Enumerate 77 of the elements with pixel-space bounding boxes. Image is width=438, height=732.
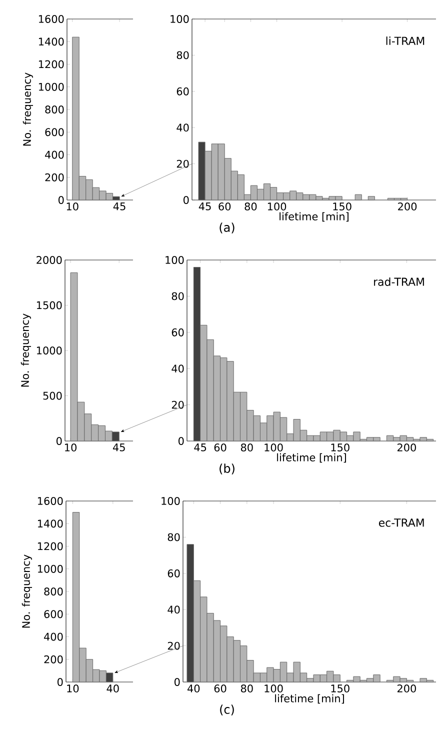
y-tick-label: 60 <box>176 87 189 96</box>
x-tick-label: 45 <box>113 202 126 210</box>
x-axis-title: lifetime [min] <box>277 453 346 463</box>
y-tick-label: 1600 <box>38 15 64 23</box>
y-tick-label: 0 <box>178 437 184 445</box>
x-tick-label: 200 <box>398 202 417 210</box>
y-tick-label: 800 <box>44 588 63 596</box>
y-tick-label: 100 <box>166 256 184 264</box>
y-tick-label: 40 <box>168 606 180 614</box>
y-tick-label: 1200 <box>38 542 63 550</box>
y-tick-label: 200 <box>45 173 64 182</box>
y-tick-label: 1400 <box>38 520 63 528</box>
y-tick-label: 0 <box>58 678 63 686</box>
x-tick-label: 100 <box>264 444 283 452</box>
x-tick-label: 10 <box>66 202 78 210</box>
x-tick-label: 80 <box>244 202 257 210</box>
y-tick-label: 1400 <box>38 38 64 46</box>
y-tick-label: 60 <box>172 328 184 336</box>
text: li-TRAM <box>386 36 424 45</box>
y-tick-label: 1000 <box>38 82 64 91</box>
x-tick-label: 60 <box>218 202 231 210</box>
x-tick-label: 40 <box>106 684 119 692</box>
y-tick-label: 80 <box>168 533 180 542</box>
y-tick-label: 20 <box>172 400 184 409</box>
text: (c) <box>220 704 234 716</box>
x-tick-label: 45 <box>194 444 206 452</box>
x-axis-title: lifetime [min] <box>280 212 348 222</box>
y-tick-label: 200 <box>44 655 63 664</box>
x-tick-label: 45 <box>198 202 211 210</box>
y-tick-label: 600 <box>45 128 64 136</box>
y-tick-label: 1000 <box>38 564 63 573</box>
y-tick-label: 40 <box>172 364 184 373</box>
y-tick-label: 80 <box>172 292 184 300</box>
y-tick-label: 800 <box>45 106 64 114</box>
x-tick-label: 60 <box>214 684 226 692</box>
y-tick-label: 0 <box>56 437 62 445</box>
y-axis-title: No. frequency <box>20 314 31 387</box>
text: (b) <box>220 464 234 474</box>
x-tick-label: 45 <box>112 444 125 452</box>
x-tick-label: 100 <box>268 202 286 210</box>
x-tick-label: 80 <box>240 444 253 452</box>
y-tick-label: 2000 <box>36 256 62 264</box>
y-tick-label: 1500 <box>36 301 62 310</box>
x-tick-label: 150 <box>331 444 350 452</box>
x-tick-label: 60 <box>214 444 226 452</box>
y-tick-label: 0 <box>184 196 189 204</box>
y-tick-label: 600 <box>44 610 63 618</box>
y-tick-label: 400 <box>44 632 63 641</box>
text: (a) <box>220 222 234 234</box>
y-tick-label: 500 <box>43 392 62 400</box>
y-tick-label: 100 <box>170 15 189 23</box>
text: rad-TRAM <box>374 277 424 286</box>
y-tick-label: 0 <box>58 196 64 204</box>
x-tick-label: 10 <box>65 444 76 452</box>
y-tick-label: 20 <box>176 160 189 168</box>
y-tick-label: 1200 <box>38 60 64 68</box>
y-tick-label: 20 <box>168 642 180 650</box>
x-tick-label: 100 <box>264 684 283 692</box>
y-tick-label: 60 <box>168 569 180 578</box>
x-tick-label: 150 <box>331 684 350 692</box>
y-tick-label: 400 <box>45 150 64 159</box>
x-tick-label: 200 <box>397 444 416 452</box>
x-tick-label: 150 <box>333 202 352 210</box>
y-tick-label: 1600 <box>38 497 63 505</box>
x-tick-label: 200 <box>397 684 416 692</box>
x-tick-label: 10 <box>67 684 79 692</box>
x-tick-label: 40 <box>188 684 200 692</box>
y-tick-label: 40 <box>176 124 189 132</box>
y-tick-label: 1000 <box>36 346 62 354</box>
y-axis-title: No. frequency <box>22 554 32 628</box>
x-axis-title: lifetime [min] <box>275 694 344 704</box>
x-tick-label: 80 <box>240 684 253 692</box>
y-tick-label: 80 <box>176 51 189 60</box>
y-axis-title: No. frequency <box>22 72 33 146</box>
y-tick-label: 100 <box>162 497 180 505</box>
y-tick-label: 0 <box>174 678 180 686</box>
text: ec-TRAM <box>378 518 424 527</box>
